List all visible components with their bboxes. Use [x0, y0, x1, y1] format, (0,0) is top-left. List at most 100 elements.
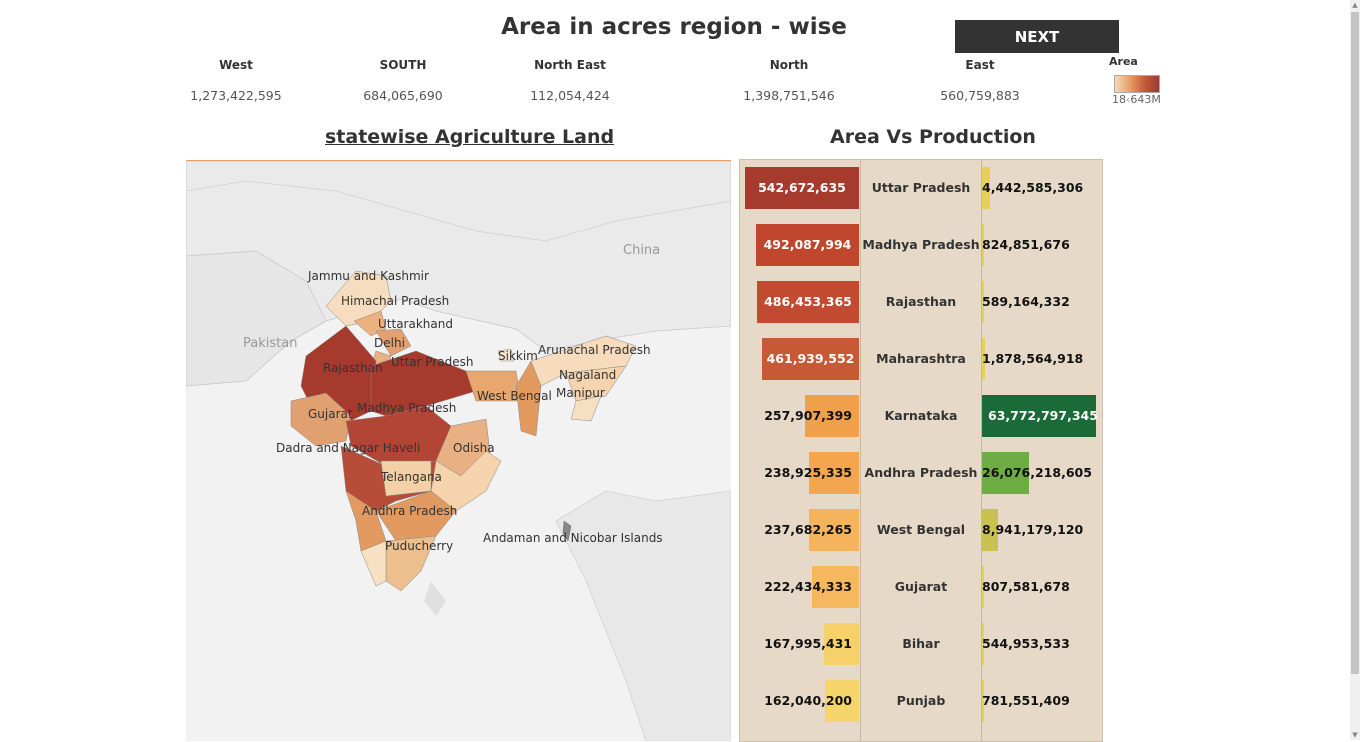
area-value-label: 542,672,635	[758, 180, 846, 195]
state-label: Bihar	[902, 636, 940, 651]
area-bar[interactable]	[745, 167, 859, 209]
map-label-state: Arunachal Pradesh	[538, 343, 651, 357]
map-label-china: China	[623, 243, 661, 258]
production-value-label: 824,851,676	[982, 237, 1070, 252]
state-label: Rajasthan	[885, 294, 957, 309]
chart-row[interactable]: 257,907,399 Karnataka 63,772,797,345	[740, 389, 1102, 446]
production-value-label: 4,442,585,306	[982, 180, 1084, 195]
state-label: Punjab	[896, 693, 946, 708]
chart-row[interactable]: 237,682,265 West Bengal 8,941,179,120	[740, 503, 1102, 560]
area-bar[interactable]	[824, 623, 859, 665]
legend-range-labels: 18‹643M	[1112, 93, 1161, 106]
area-bar[interactable]	[812, 566, 859, 608]
area-value-label: 492,087,994	[763, 237, 852, 252]
area-value-label: 222,434,333	[764, 579, 852, 594]
region-area-value: 1,398,751,546	[743, 88, 835, 103]
area-bar[interactable]	[809, 509, 859, 551]
area-bar[interactable]	[809, 452, 859, 494]
region-area-value: 112,054,424	[530, 88, 610, 103]
india-state-map[interactable]: China Pakistan Jammu and Kashmir Himacha…	[186, 160, 731, 741]
area-bar[interactable]	[825, 680, 859, 722]
chart-row[interactable]: 486,453,365 Rajasthan 589,164,332	[740, 275, 1102, 332]
scroll-up-icon[interactable]: ▲	[1352, 1, 1358, 9]
area-bar[interactable]	[805, 395, 859, 437]
production-bar[interactable]	[982, 338, 985, 380]
map-label-state: Himachal Pradesh	[341, 294, 450, 308]
chart-row[interactable]: 222,434,333 Gujarat 807,581,678	[740, 560, 1102, 617]
map-canvas[interactable]	[186, 161, 731, 741]
region-area-value: 560,759,883	[940, 88, 1020, 103]
map-title: statewise Agriculture Land	[325, 126, 615, 148]
production-value-label: 26,076,218,605	[982, 465, 1092, 480]
vertical-scrollbar[interactable]: ▲ ▼	[1350, 0, 1360, 740]
chart-row[interactable]: 238,925,335 Andhra Pradesh 26,076,218,605	[740, 446, 1102, 503]
map-label-state: Andhra Pradesh	[362, 504, 458, 518]
production-bar[interactable]	[982, 452, 1029, 494]
map-label-state: Rajasthan	[323, 361, 383, 375]
production-bar[interactable]	[982, 623, 984, 665]
state-label: West Bengal	[876, 522, 966, 537]
region-area-value: 684,065,690	[363, 88, 443, 103]
production-bar[interactable]	[982, 224, 984, 266]
production-value-label: 807,581,678	[982, 579, 1070, 594]
map-label-state: Puducherry	[385, 539, 454, 553]
production-bar[interactable]	[982, 509, 998, 551]
area-value-label: 162,040,200	[764, 693, 852, 708]
map-label-state: Gujarat	[308, 407, 353, 421]
area-value-label: 257,907,399	[764, 408, 852, 423]
map-label-state: Dadra and Nagar Haveli	[276, 441, 421, 455]
map-label-state: Odisha	[453, 441, 495, 455]
area-vs-production-chart[interactable]: 542,672,635 Uttar Pradesh 4,442,585,306 492…	[739, 159, 1103, 742]
dashboard-title: Area in acres region - wise	[501, 14, 847, 40]
production-value-label: 8,941,179,120	[982, 522, 1084, 537]
map-label-state: Andaman and Nicobar Islands	[483, 531, 663, 545]
chart-row[interactable]: 461,939,552 Maharashtra 1,878,564,918	[740, 332, 1102, 389]
map-label-state: Delhi	[374, 336, 405, 350]
next-button[interactable]: NEXT	[955, 20, 1119, 53]
legend-min-label: 18	[1112, 93, 1126, 106]
region-name: North East	[534, 58, 606, 72]
area-bar[interactable]	[757, 281, 859, 323]
state-label: Madhya Pradesh	[862, 237, 980, 252]
area-value-label: 167,995,431	[764, 636, 852, 651]
region-name: North	[769, 58, 809, 72]
legend-title: Area	[1109, 55, 1138, 68]
region-area-value: 1,273,422,595	[190, 88, 282, 103]
region-name: SOUTH	[379, 58, 427, 72]
chart-row[interactable]: 167,995,431 Bihar 544,953,533	[740, 617, 1102, 674]
area-bar[interactable]	[762, 338, 859, 380]
production-bar[interactable]	[982, 566, 984, 608]
column-divider	[981, 160, 982, 741]
chart-row[interactable]: 162,040,200 Punjab 781,551,409	[740, 674, 1102, 731]
production-bar[interactable]	[982, 395, 1096, 437]
production-value-label: 63,772,797,345	[988, 408, 1098, 423]
production-value-label: 781,551,409	[982, 693, 1070, 708]
map-label-state: Jammu and Kashmir	[308, 269, 429, 283]
map-label-pakistan: Pakistan	[243, 336, 298, 351]
scroll-thumb[interactable]	[1351, 12, 1359, 674]
area-value-label: 461,939,552	[766, 351, 855, 366]
scroll-down-icon[interactable]: ▼	[1352, 731, 1358, 739]
production-value-label: 544,953,533	[982, 636, 1070, 651]
map-label-state: Uttarakhand	[378, 317, 453, 331]
production-bar[interactable]	[982, 167, 990, 209]
production-bar[interactable]	[982, 680, 984, 722]
map-label-state: Telangana	[381, 470, 442, 484]
state-label: Andhra Pradesh	[864, 465, 978, 480]
map-label-state: Sikkim	[498, 349, 538, 363]
state-label: Maharashtra	[876, 351, 966, 366]
production-bar[interactable]	[982, 281, 984, 323]
legend-color-ramp[interactable]	[1114, 75, 1160, 93]
production-value-label: 589,164,332	[982, 294, 1070, 309]
chart-row[interactable]: 542,672,635 Uttar Pradesh 4,442,585,306	[740, 161, 1102, 218]
chart-row[interactable]: 492,087,994 Madhya Pradesh 824,851,676	[740, 218, 1102, 275]
area-bar[interactable]	[756, 224, 859, 266]
region-name: East	[965, 58, 995, 72]
state-label: Gujarat	[894, 579, 948, 594]
map-label-state: Nagaland	[559, 368, 617, 382]
column-divider	[860, 160, 861, 741]
legend-max-label: 643M	[1130, 93, 1161, 106]
area-value-label: 238,925,335	[764, 465, 852, 480]
area-value-label: 237,682,265	[764, 522, 852, 537]
production-value-label: 1,878,564,918	[982, 351, 1084, 366]
